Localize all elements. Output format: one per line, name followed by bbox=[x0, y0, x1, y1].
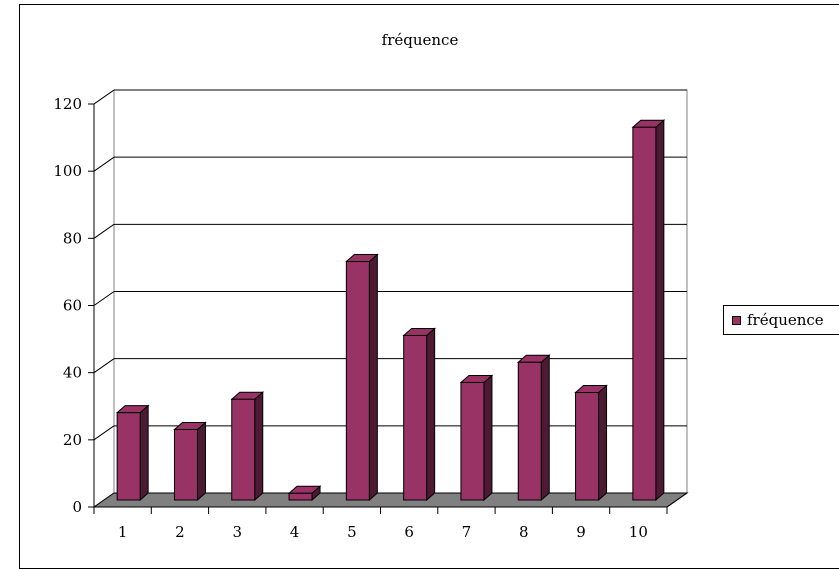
y-tick-label: 60 bbox=[63, 297, 82, 315]
chart-title: fréquence bbox=[382, 31, 459, 49]
floor-edge bbox=[666, 492, 688, 508]
y-tick-label: 80 bbox=[63, 229, 82, 247]
x-tick-label: 10 bbox=[629, 523, 648, 541]
bar bbox=[345, 261, 370, 501]
x-tick-label: 2 bbox=[175, 523, 185, 541]
bar bbox=[575, 392, 600, 501]
bar bbox=[288, 492, 313, 501]
bar-side bbox=[655, 119, 665, 502]
bar-side bbox=[368, 253, 378, 502]
x-tick-label: 6 bbox=[404, 523, 414, 541]
y-tick-label: 100 bbox=[53, 162, 82, 180]
gridline-side bbox=[93, 358, 115, 374]
y-tick-label: 0 bbox=[72, 498, 82, 516]
x-tick-label: 5 bbox=[347, 523, 357, 541]
bar-side bbox=[196, 421, 206, 502]
y-tick-label: 120 bbox=[53, 95, 82, 113]
y-tick-label: 40 bbox=[63, 364, 82, 382]
bar bbox=[116, 412, 141, 501]
gridline-side bbox=[93, 425, 115, 441]
bar bbox=[403, 334, 428, 501]
bar bbox=[632, 126, 657, 501]
bar bbox=[231, 398, 256, 501]
gridline-side bbox=[93, 89, 115, 105]
x-tick-label: 4 bbox=[290, 523, 300, 541]
x-tick-label: 8 bbox=[519, 523, 529, 541]
legend-label: fréquence bbox=[747, 311, 824, 329]
x-tick-label: 1 bbox=[118, 523, 128, 541]
bar bbox=[173, 428, 198, 501]
gridline-side bbox=[93, 291, 115, 306]
bar-side bbox=[426, 327, 436, 502]
y-tick-label: 20 bbox=[63, 431, 82, 449]
legend: fréquence bbox=[723, 305, 839, 335]
bar-side bbox=[598, 384, 608, 502]
bar-side bbox=[139, 404, 149, 502]
gridline-side bbox=[93, 156, 115, 172]
x-tick-label: 3 bbox=[232, 523, 242, 541]
bar-side bbox=[540, 354, 550, 502]
legend-swatch bbox=[732, 315, 741, 325]
x-tick-label: 7 bbox=[462, 523, 472, 541]
bar-side bbox=[254, 391, 264, 502]
bar bbox=[460, 381, 485, 501]
bar-side bbox=[483, 374, 493, 502]
gridline-side bbox=[93, 223, 115, 239]
x-tick-label: 9 bbox=[576, 523, 586, 541]
bar bbox=[517, 361, 542, 501]
